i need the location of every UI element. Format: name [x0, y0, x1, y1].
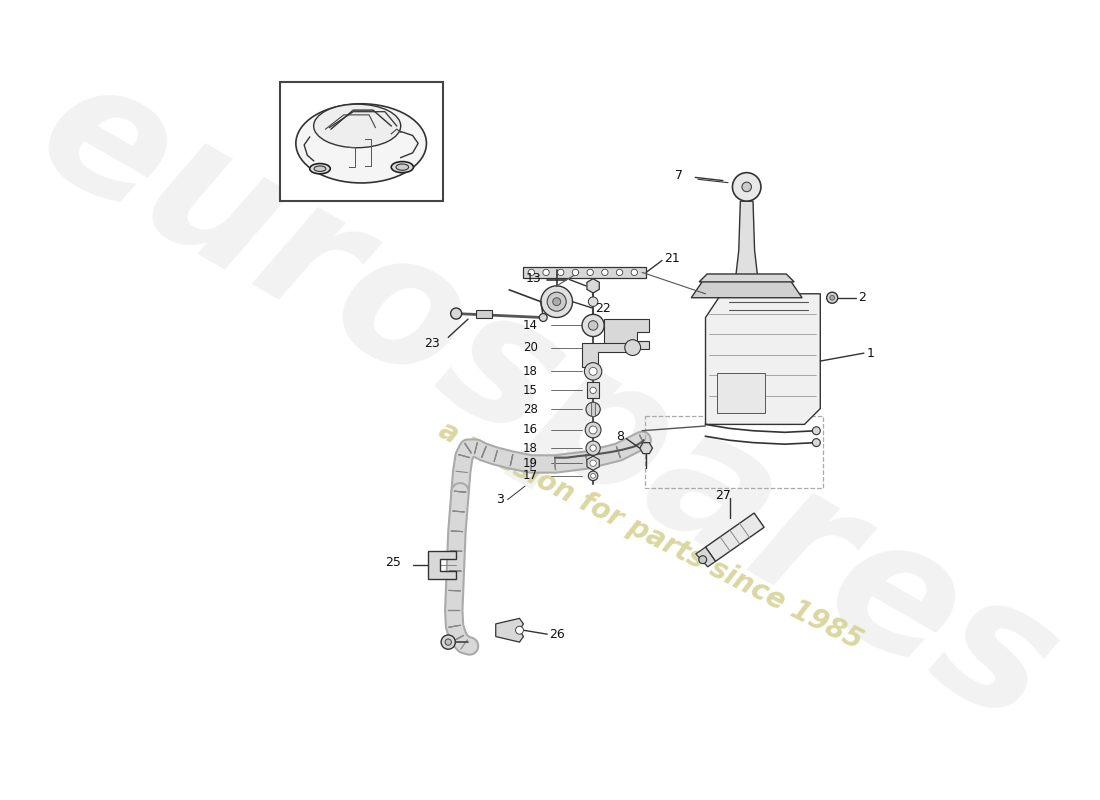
- Polygon shape: [640, 442, 652, 454]
- Ellipse shape: [392, 162, 414, 173]
- Circle shape: [826, 292, 838, 303]
- Text: 15: 15: [522, 384, 538, 397]
- Text: 3: 3: [496, 493, 504, 506]
- Bar: [586, 382, 600, 398]
- Polygon shape: [705, 294, 821, 424]
- Circle shape: [590, 460, 596, 466]
- Circle shape: [590, 387, 596, 394]
- Circle shape: [547, 292, 567, 311]
- Text: 14: 14: [522, 319, 538, 332]
- Circle shape: [528, 270, 535, 275]
- Polygon shape: [428, 551, 456, 578]
- Circle shape: [813, 438, 821, 446]
- Polygon shape: [587, 278, 600, 293]
- Circle shape: [586, 441, 601, 455]
- Polygon shape: [736, 201, 758, 278]
- Polygon shape: [604, 319, 649, 349]
- Text: 16: 16: [522, 423, 538, 437]
- Bar: [717, 373, 764, 413]
- Circle shape: [543, 270, 549, 275]
- Text: eurospares: eurospares: [9, 39, 1086, 762]
- Circle shape: [451, 308, 462, 319]
- Circle shape: [539, 314, 547, 322]
- Circle shape: [572, 270, 579, 275]
- Circle shape: [441, 635, 455, 650]
- Bar: [524, 267, 646, 278]
- Bar: [476, 310, 492, 318]
- Polygon shape: [705, 513, 764, 562]
- Circle shape: [590, 445, 596, 451]
- Polygon shape: [587, 456, 600, 470]
- Ellipse shape: [314, 104, 400, 148]
- Circle shape: [541, 286, 572, 318]
- Circle shape: [586, 402, 601, 417]
- Ellipse shape: [314, 166, 326, 171]
- Circle shape: [829, 295, 835, 300]
- Text: 19: 19: [522, 457, 538, 470]
- Bar: [591, 402, 595, 417]
- Ellipse shape: [310, 163, 330, 174]
- Text: 13: 13: [526, 272, 541, 286]
- Text: 27: 27: [715, 489, 732, 502]
- Text: 7: 7: [675, 170, 683, 182]
- Circle shape: [588, 297, 598, 306]
- Circle shape: [733, 173, 761, 201]
- Text: 23: 23: [425, 337, 440, 350]
- Text: 20: 20: [522, 341, 538, 354]
- Text: a passion for parts since 1985: a passion for parts since 1985: [433, 416, 867, 655]
- Polygon shape: [496, 618, 524, 642]
- Circle shape: [587, 270, 593, 275]
- Circle shape: [813, 426, 821, 434]
- Circle shape: [591, 474, 595, 478]
- Polygon shape: [700, 274, 794, 282]
- Circle shape: [446, 639, 451, 646]
- Bar: [280, 82, 442, 201]
- Ellipse shape: [396, 164, 408, 170]
- Text: 28: 28: [522, 403, 538, 416]
- Circle shape: [588, 471, 598, 481]
- Circle shape: [516, 626, 524, 634]
- Text: 17: 17: [522, 470, 538, 482]
- Text: 18: 18: [522, 365, 538, 378]
- Circle shape: [588, 321, 598, 330]
- Polygon shape: [696, 547, 715, 567]
- Text: 22: 22: [595, 302, 610, 314]
- Text: 1: 1: [866, 346, 874, 360]
- Circle shape: [584, 362, 602, 380]
- Text: 26: 26: [550, 628, 565, 641]
- Ellipse shape: [296, 104, 427, 183]
- Circle shape: [590, 367, 597, 375]
- Circle shape: [698, 556, 706, 564]
- Text: 2: 2: [858, 291, 866, 304]
- Polygon shape: [691, 280, 802, 298]
- Circle shape: [602, 270, 608, 275]
- Circle shape: [585, 422, 601, 438]
- Circle shape: [590, 426, 597, 434]
- Text: 25: 25: [385, 557, 400, 570]
- Circle shape: [741, 182, 751, 192]
- Polygon shape: [582, 343, 632, 367]
- Circle shape: [631, 270, 637, 275]
- Bar: [645, 417, 823, 488]
- Circle shape: [558, 270, 564, 275]
- Text: 21: 21: [664, 253, 680, 266]
- Text: 18: 18: [522, 442, 538, 454]
- Circle shape: [616, 270, 623, 275]
- Text: 8: 8: [616, 430, 624, 442]
- Circle shape: [625, 340, 640, 355]
- Circle shape: [552, 298, 561, 306]
- Circle shape: [582, 314, 604, 337]
